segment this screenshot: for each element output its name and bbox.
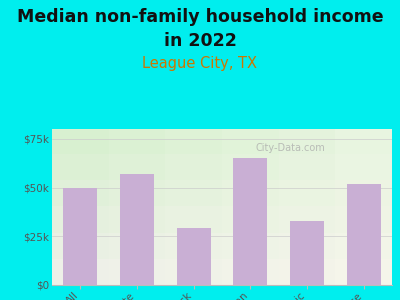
Text: in 2022: in 2022	[164, 32, 236, 50]
Bar	[347, 184, 381, 285]
Bar	[233, 158, 267, 285]
Text: City-Data.com: City-Data.com	[255, 143, 325, 153]
Bar	[290, 220, 324, 285]
Text: League City, TX: League City, TX	[142, 56, 258, 70]
Bar	[177, 229, 211, 285]
Bar	[63, 188, 97, 285]
Text: Median non-family household income: Median non-family household income	[17, 8, 383, 26]
Bar	[120, 174, 154, 285]
